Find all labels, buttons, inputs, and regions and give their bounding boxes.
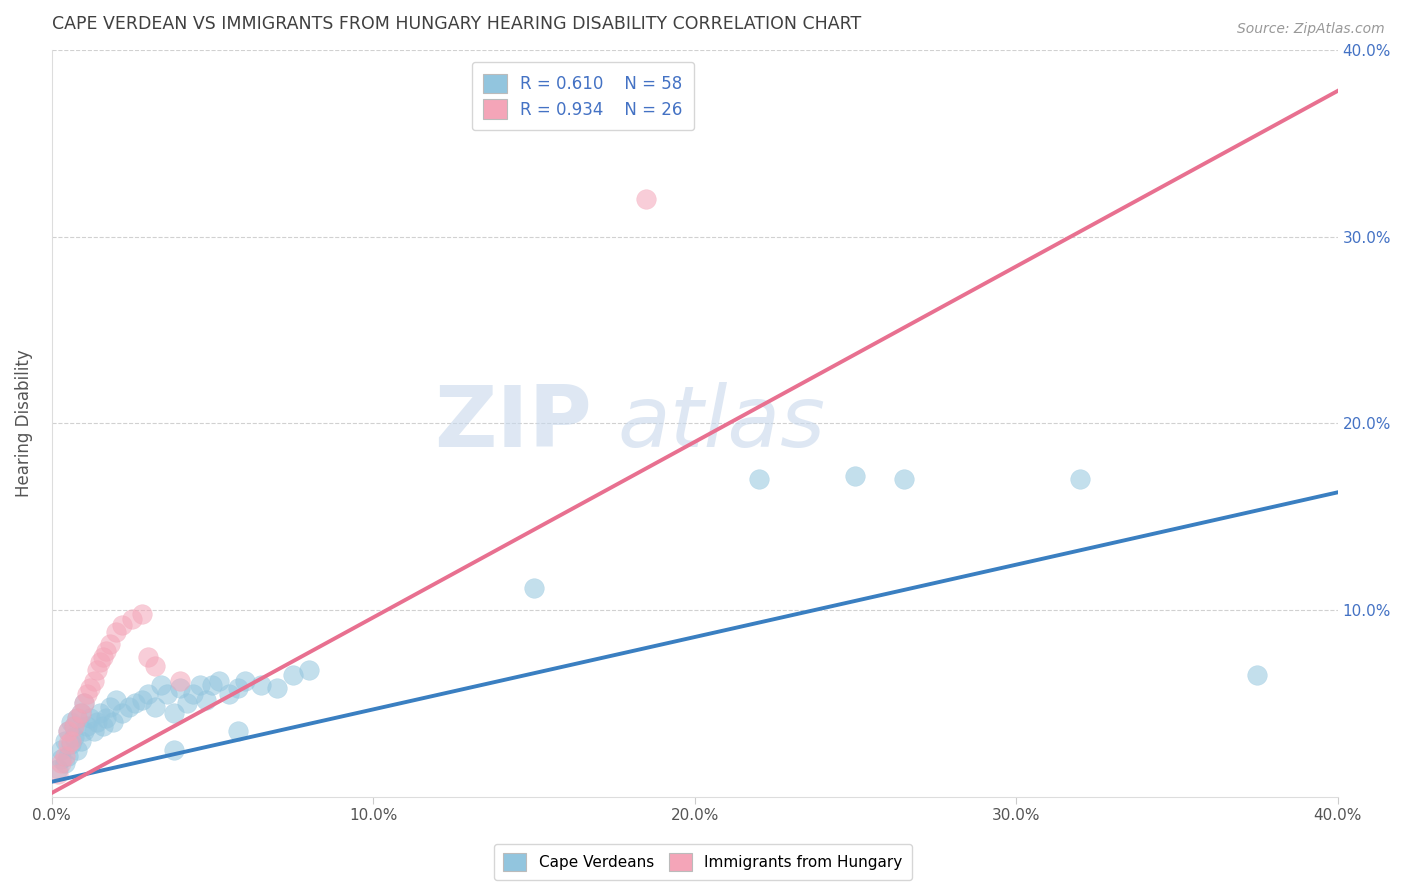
Point	[195, 692, 218, 706]
Point	[218, 687, 240, 701]
Point	[266, 681, 288, 696]
Point	[56, 724, 79, 739]
Point	[176, 696, 198, 710]
Point	[208, 673, 231, 688]
Point	[66, 711, 89, 725]
Point	[233, 673, 256, 688]
Point	[69, 733, 91, 747]
Point	[79, 681, 101, 696]
Legend: R = 0.610    N = 58, R = 0.934    N = 26: R = 0.610 N = 58, R = 0.934 N = 26	[471, 62, 695, 130]
Legend: Cape Verdeans, Immigrants from Hungary: Cape Verdeans, Immigrants from Hungary	[495, 844, 911, 880]
Point	[83, 673, 105, 688]
Point	[79, 711, 101, 725]
Point	[748, 472, 770, 486]
Point	[136, 649, 159, 664]
Point	[73, 696, 96, 710]
Point	[169, 681, 191, 696]
Point	[105, 692, 128, 706]
Point	[201, 678, 224, 692]
Point	[51, 752, 73, 766]
Point	[111, 618, 134, 632]
Point	[53, 733, 76, 747]
Point	[53, 756, 76, 770]
Point	[86, 714, 108, 729]
Point	[51, 756, 73, 770]
Point	[51, 743, 73, 757]
Text: atlas: atlas	[617, 382, 825, 465]
Point	[249, 678, 271, 692]
Point	[131, 692, 153, 706]
Point	[143, 700, 166, 714]
Point	[181, 687, 204, 701]
Point	[118, 700, 141, 714]
Point	[69, 706, 91, 720]
Point	[636, 192, 658, 206]
Point	[83, 724, 105, 739]
Point	[96, 711, 118, 725]
Point	[60, 738, 83, 752]
Text: CAPE VERDEAN VS IMMIGRANTS FROM HUNGARY HEARING DISABILITY CORRELATION CHART: CAPE VERDEAN VS IMMIGRANTS FROM HUNGARY …	[52, 15, 860, 33]
Point	[46, 767, 69, 781]
Point	[73, 724, 96, 739]
Point	[105, 625, 128, 640]
Y-axis label: Hearing Disability: Hearing Disability	[15, 350, 32, 497]
Point	[66, 711, 89, 725]
Point	[76, 687, 98, 701]
Point	[56, 748, 79, 763]
Point	[56, 724, 79, 739]
Point	[523, 581, 546, 595]
Point	[136, 687, 159, 701]
Point	[1246, 668, 1268, 682]
Point	[98, 700, 121, 714]
Point	[226, 724, 249, 739]
Point	[150, 678, 173, 692]
Point	[143, 659, 166, 673]
Point	[60, 733, 83, 747]
Point	[124, 696, 146, 710]
Point	[56, 738, 79, 752]
Point	[101, 714, 124, 729]
Point	[156, 687, 179, 701]
Point	[89, 706, 111, 720]
Point	[163, 743, 186, 757]
Point	[163, 706, 186, 720]
Point	[96, 644, 118, 658]
Point	[63, 719, 86, 733]
Point	[1069, 472, 1091, 486]
Point	[46, 762, 69, 776]
Point	[111, 706, 134, 720]
Point	[844, 468, 866, 483]
Point	[73, 696, 96, 710]
Point	[91, 719, 114, 733]
Point	[89, 655, 111, 669]
Point	[169, 673, 191, 688]
Point	[188, 678, 211, 692]
Point	[226, 681, 249, 696]
Point	[63, 730, 86, 744]
Text: Source: ZipAtlas.com: Source: ZipAtlas.com	[1237, 22, 1385, 37]
Point	[298, 663, 321, 677]
Point	[131, 607, 153, 621]
Point	[69, 706, 91, 720]
Point	[98, 636, 121, 650]
Point	[281, 668, 304, 682]
Point	[66, 743, 89, 757]
Point	[91, 649, 114, 664]
Point	[76, 719, 98, 733]
Point	[86, 663, 108, 677]
Point	[53, 748, 76, 763]
Point	[60, 714, 83, 729]
Point	[893, 472, 915, 486]
Point	[63, 719, 86, 733]
Point	[121, 612, 143, 626]
Text: ZIP: ZIP	[434, 382, 592, 465]
